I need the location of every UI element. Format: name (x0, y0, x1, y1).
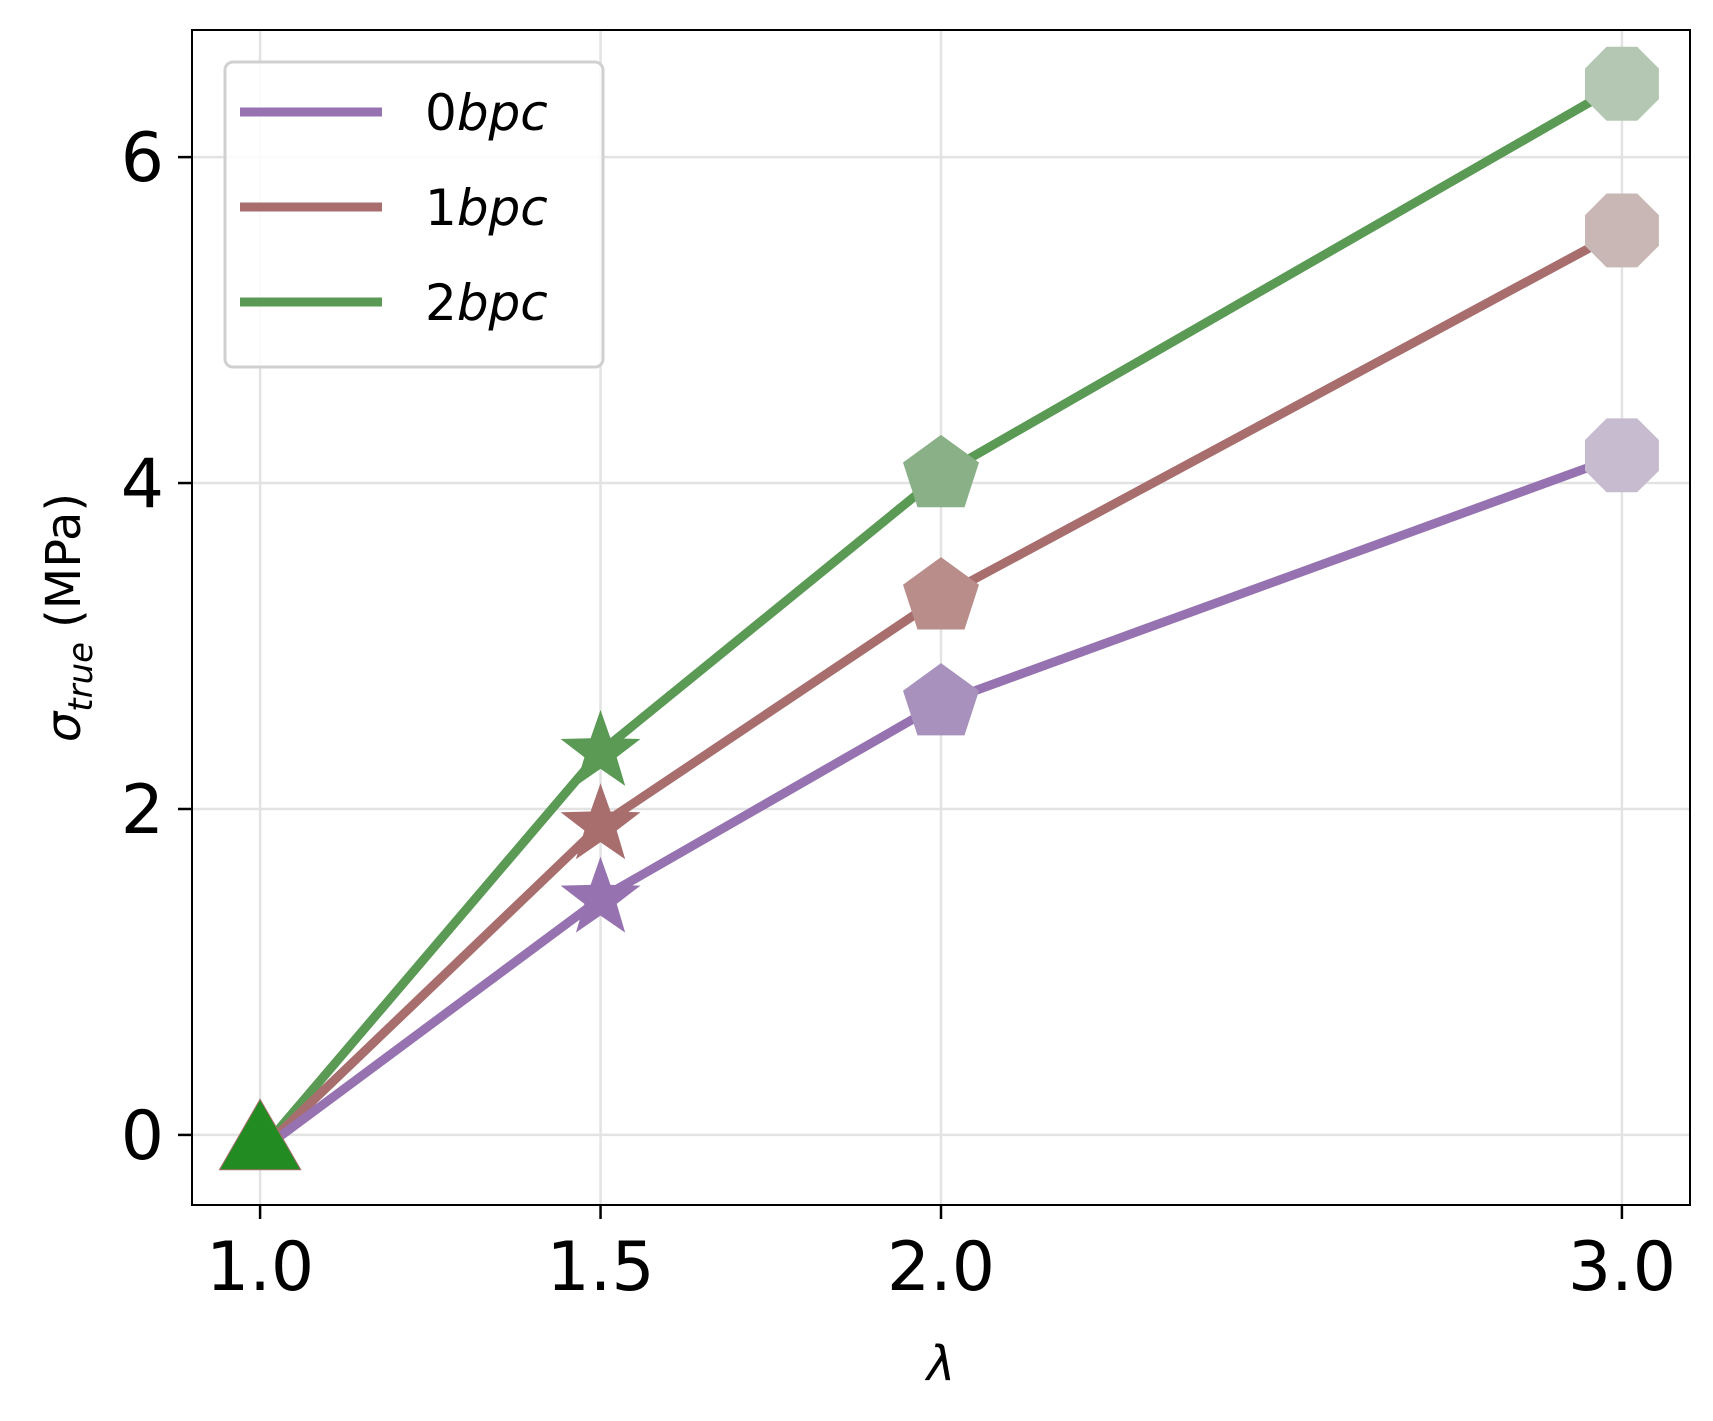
y-tick-label: 4 (121, 445, 164, 524)
data-point-star-marker (560, 856, 641, 933)
x-axis-label: λ (924, 1336, 955, 1392)
data-point-pentagon-marker (903, 663, 979, 736)
y-axis-label-unit: (MPa) (36, 493, 92, 628)
legend-label: 2bpc (425, 274, 548, 332)
series-lines (256, 79, 1625, 1155)
series-markers (218, 46, 1659, 1171)
y-tick-label: 6 (121, 119, 164, 198)
legend-box (223, 60, 605, 369)
series-line-0bpc (257, 451, 1624, 1155)
y-axis-label-subscript: true (61, 642, 101, 712)
legend-entry-0bpc: 0bpc (240, 84, 548, 142)
x-tick-label: 2.0 (887, 1228, 995, 1307)
data-point-octagon-marker (1585, 418, 1659, 493)
axis-ticks: 1.0 1.5 2.0 3.0 0 2 4 6 (121, 119, 1676, 1307)
x-tick-label: 1.0 (206, 1228, 314, 1307)
y-axis-label-symbol: σ (36, 710, 92, 742)
y-tick-label: 0 (121, 1097, 164, 1176)
legend-entry-1bpc: 1bpc (240, 179, 548, 237)
data-point-star-marker (560, 709, 641, 786)
legend-label: 0bpc (425, 84, 548, 142)
series-line-2bpc (256, 79, 1625, 1155)
data-point-octagon-marker (1585, 193, 1659, 268)
data-point-star-marker (560, 783, 641, 860)
data-point-octagon-marker (1585, 46, 1659, 121)
data-point-triangle-marker (220, 1100, 300, 1170)
x-tick-label: 1.5 (546, 1228, 654, 1307)
data-point-pentagon-marker (903, 557, 979, 630)
y-tick-label: 2 (121, 771, 164, 850)
legend: 0bpc 1bpc 2bpc (223, 60, 605, 369)
y-axis-label: σtrue (MPa) (36, 493, 101, 742)
legend-label: 1bpc (425, 179, 548, 237)
x-tick-label: 3.0 (1568, 1228, 1676, 1307)
data-point-pentagon-marker (903, 434, 979, 508)
legend-entry-2bpc: 2bpc (240, 274, 548, 332)
series-line-1bpc (256, 226, 1625, 1155)
